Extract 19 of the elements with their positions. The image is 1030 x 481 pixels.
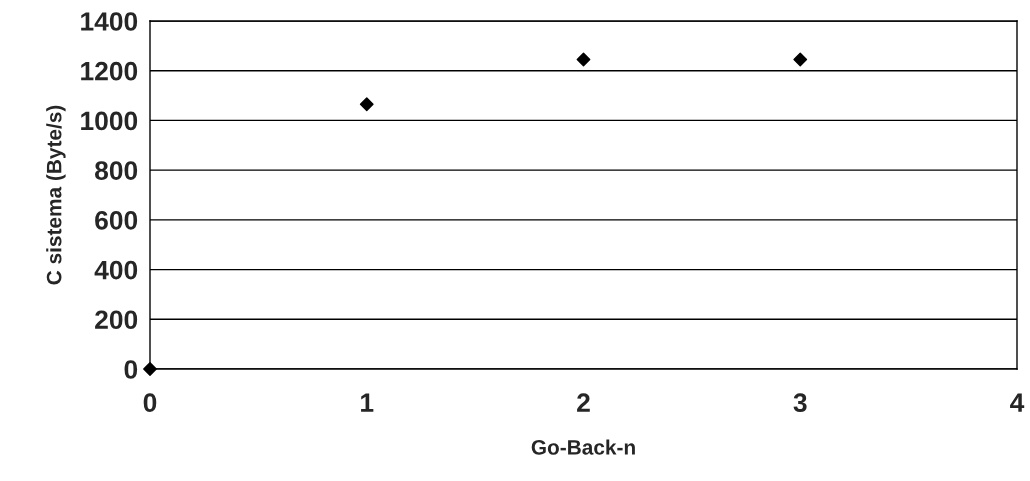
- x-tick-label: 4: [1010, 393, 1025, 412]
- y-tick-label: 0: [124, 360, 138, 379]
- y-axis-title: C sistema (Byte/s): [46, 105, 66, 285]
- y-tick-label: 600: [95, 210, 138, 230]
- point: [576, 52, 591, 67]
- y-tick-label: 400: [94, 260, 138, 280]
- y-tick-label: 1200: [81, 61, 138, 81]
- point: [359, 97, 374, 112]
- x-tick-label: 2: [577, 393, 590, 412]
- point: [143, 362, 157, 376]
- y-tick-label: 200: [95, 310, 138, 330]
- point: [793, 52, 808, 67]
- x-tick-label: 3: [793, 393, 807, 413]
- x-tick-label: 0: [143, 393, 157, 412]
- x-axis-title: Go-Back-n: [531, 439, 635, 455]
- y-tick-label: 1400: [81, 12, 138, 31]
- y-tick-label: 1000: [81, 111, 138, 131]
- y-tick-label: 800: [95, 161, 138, 180]
- x-tick-label: 1: [361, 393, 374, 412]
